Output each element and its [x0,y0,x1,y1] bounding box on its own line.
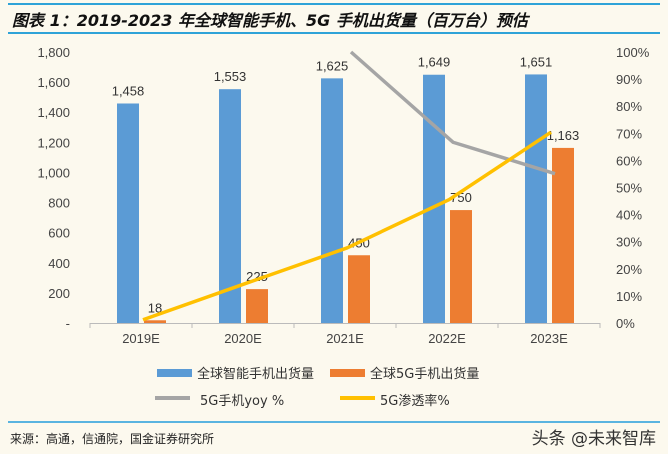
y2-tick-label: 100% [616,45,650,60]
y-tick-label: 1,600 [37,75,70,90]
bar-smartphone [117,103,139,324]
y-tick-label: 800 [48,196,70,211]
data-label: 1,553 [214,69,247,84]
y2-tick-label: 20% [616,262,642,277]
x-tick-label: 2019E [122,331,160,346]
legend-label: 全球智能手机出货量 [197,366,314,382]
y2-tick-label: 80% [616,99,642,114]
bar-smartphone [219,89,241,323]
watermark: 头条 @未来智库 [531,429,656,449]
y2-tick-label: 70% [616,126,642,141]
y2-tick-label: 50% [616,181,642,196]
data-label: 1,625 [316,58,349,73]
x-tick-label: 2022E [428,331,466,346]
x-tick-label: 2021E [326,331,364,346]
bar-5g [144,320,166,323]
top-rule [8,3,660,5]
penetration-line [142,130,552,322]
legend-label: 5G手机yoy % [200,394,284,409]
source-note: 来源：高通，信通院，国金证券研究所 [10,432,215,446]
y2-tick-label: 60% [616,153,642,168]
title-rule [8,32,660,34]
legend-swatch [340,396,375,400]
y-tick-label: 1,000 [37,165,70,180]
bar-5g [348,255,370,323]
y2-tick-label: 0% [616,316,635,331]
data-label: 1,649 [418,55,451,70]
y2-tick-label: 10% [616,289,642,304]
y-tick-label: 200 [48,286,70,301]
yoy-line [349,50,556,176]
bar-5g [246,289,268,323]
bar-5g [450,210,472,323]
chart-title: 图表 1：2019-2023 年全球智能手机、5G 手机出货量（百万台）预估 [12,11,528,30]
y-tick-label: 600 [48,226,70,241]
y-tick-label: 400 [48,256,70,271]
y2-tick-label: 40% [616,208,642,223]
legend-swatch [157,369,192,377]
bar-smartphone [525,74,547,324]
y-tick-label: - [66,316,70,331]
y-tick-label: 1,400 [37,105,70,120]
y-tick-label: 1,200 [37,135,70,150]
y-tick-label: 1,800 [37,45,70,60]
x-tick-label: 2023E [530,331,568,346]
bar-smartphone [321,78,343,323]
data-label: 18 [148,300,162,315]
legend-label: 5G渗透率% [380,393,450,409]
x-tick-label: 2020E [224,331,262,346]
data-label: 1,651 [520,54,553,69]
y2-tick-label: 30% [616,235,642,250]
legend-swatch [155,396,190,400]
data-label: 1,163 [547,128,580,143]
legend-swatch [330,369,365,377]
bar-5g [552,147,574,323]
legend-label: 全球5G手机出货量 [370,366,479,382]
y2-tick-label: 90% [616,72,642,87]
bar-smartphone [423,74,445,323]
bottom-rule [8,421,660,423]
data-label: 1,458 [112,83,145,98]
